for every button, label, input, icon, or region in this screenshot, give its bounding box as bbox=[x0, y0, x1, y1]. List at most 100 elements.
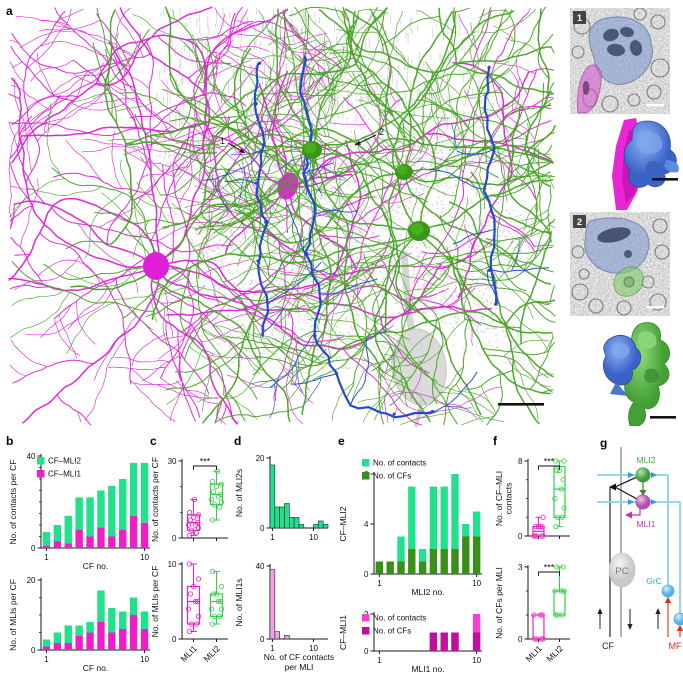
svg-text:10: 10 bbox=[168, 560, 177, 569]
panel-label-f: f bbox=[493, 434, 497, 448]
mitochondrion-large bbox=[597, 227, 631, 243]
svg-text:No. of contacts per CF: No. of contacts per CF bbox=[150, 457, 160, 542]
mli2-organelle bbox=[623, 276, 635, 288]
svg-text:contacts: contacts bbox=[504, 483, 514, 515]
cf-surface-spike bbox=[610, 382, 628, 396]
svg-text:***: *** bbox=[544, 457, 555, 467]
svg-text:1: 1 bbox=[377, 656, 382, 665]
svg-text:30: 30 bbox=[168, 457, 177, 466]
scale-bar-render1 bbox=[652, 178, 678, 181]
inset-number-box bbox=[573, 11, 586, 24]
svg-text:CF no.: CF no. bbox=[83, 663, 109, 673]
panel-label-b: b bbox=[6, 434, 14, 448]
svg-text:20: 20 bbox=[256, 454, 265, 463]
em-inset-2: 2 bbox=[570, 212, 670, 316]
cf-surface-blue bbox=[623, 120, 677, 188]
svg-text:10: 10 bbox=[140, 655, 149, 664]
scale-bar-render2 bbox=[650, 416, 676, 419]
mitochondrion-round bbox=[624, 250, 632, 258]
svg-text:No. of contacts: No. of contacts bbox=[373, 459, 426, 468]
label-grc: GrC bbox=[646, 576, 662, 586]
svg-text:MLI1: MLI1 bbox=[178, 643, 199, 664]
svg-text:CF–MLI1: CF–MLI1 bbox=[338, 615, 348, 650]
svg-text:CF–MLI2: CF–MLI2 bbox=[48, 457, 81, 466]
boxplot-contacts-per-cf: 0 30 No. of contacts per CF *** bbox=[150, 444, 238, 544]
svg-text:MLI1: MLI1 bbox=[523, 643, 544, 664]
svg-text:CF–MLI1: CF–MLI1 bbox=[48, 470, 81, 479]
cf-bouton-blue-overlay bbox=[584, 217, 650, 274]
mli1-soma bbox=[635, 494, 651, 510]
label-mli1: MLI1 bbox=[637, 519, 656, 529]
mli2-soma bbox=[635, 467, 651, 483]
svg-text:0: 0 bbox=[260, 524, 265, 533]
segmentation-render-1 bbox=[612, 118, 679, 210]
grc-soma-2 bbox=[673, 612, 683, 626]
panel-label-a: a bbox=[6, 4, 13, 18]
label-mli2: MLI2 bbox=[637, 455, 656, 465]
svg-text:0: 0 bbox=[172, 635, 177, 644]
svg-text:***: *** bbox=[200, 457, 211, 467]
svg-text:MLI2: MLI2 bbox=[201, 643, 222, 664]
svg-text:20: 20 bbox=[27, 576, 36, 585]
svg-text:1: 1 bbox=[270, 533, 275, 542]
panel-label-g: g bbox=[600, 436, 608, 450]
svg-text:No. of CFs per MLI: No. of CFs per MLI bbox=[494, 567, 504, 639]
svg-text:No. of CF–MLI: No. of CF–MLI bbox=[494, 471, 504, 526]
cf-synapse-arrow bbox=[609, 483, 616, 491]
svg-text:1: 1 bbox=[377, 579, 382, 588]
svg-text:No. of contacts: No. of contacts bbox=[373, 614, 426, 623]
scale-bar-em1 bbox=[646, 104, 664, 107]
svg-text:0: 0 bbox=[172, 534, 177, 543]
label-pc: PC bbox=[615, 566, 628, 577]
mli2-dendrite-green-overlay bbox=[613, 266, 644, 297]
cf-surface-highlight-2 bbox=[612, 343, 630, 359]
svg-text:CF–MLI2: CF–MLI2 bbox=[338, 506, 348, 541]
svg-text:No. of CFs: No. of CFs bbox=[373, 472, 411, 481]
mli1-dendrite-magenta-overlay bbox=[576, 64, 602, 114]
panel-label-e: e bbox=[338, 434, 345, 448]
boxplot-mlis-per-cf: 0 10 No. of MLIs per CF MLI1 MLI2 bbox=[150, 550, 238, 685]
svg-text:No. of CF contacts: No. of CF contacts bbox=[264, 652, 334, 662]
svg-text:No. of MLIs per CF: No. of MLIs per CF bbox=[150, 566, 160, 638]
mitochondria bbox=[603, 26, 643, 57]
svg-text:MLI2 no.: MLI2 no. bbox=[411, 587, 444, 597]
svg-text:per MLI: per MLI bbox=[285, 662, 314, 672]
svg-text:1: 1 bbox=[44, 655, 49, 664]
label-mf: MF bbox=[669, 641, 682, 651]
svg-text:MLI2: MLI2 bbox=[544, 643, 565, 664]
boxplot-cfs-per-mli: 0 3 No. of CFs per MLI MLI1 MLI2 *** bbox=[494, 550, 580, 685]
svg-text:No. of contacts per CF: No. of contacts per CF bbox=[8, 459, 18, 544]
svg-text:No. of MLIs per CF: No. of MLIs per CF bbox=[8, 579, 18, 651]
cf-protrusion bbox=[664, 160, 679, 173]
inset-number-box-2 bbox=[573, 215, 586, 228]
svg-text:0: 0 bbox=[364, 647, 369, 656]
arrow-down-pc bbox=[627, 624, 633, 630]
svg-text:0: 0 bbox=[31, 544, 36, 553]
svg-text:10: 10 bbox=[309, 533, 318, 542]
cf-surface-highlight bbox=[637, 130, 663, 154]
inset-1-number: 1 bbox=[577, 13, 583, 24]
em-membrane-outlines-2 bbox=[571, 218, 670, 316]
svg-text:10: 10 bbox=[472, 656, 481, 665]
histogram-mli1s: 0 40 No. of MLI1s No. of CF contacts per MLI… bbox=[234, 550, 336, 685]
grc-soma-1 bbox=[661, 584, 675, 598]
svg-text:MLI1 no.: MLI1 no. bbox=[411, 664, 444, 674]
chart-contacts-per-cf-stacked: 0 40 No. of contacts per CF CF no. 1 10 CF–MLI… bbox=[8, 444, 156, 576]
chart-mlis-per-cf-stacked: 0 20 No. of MLIs per CF CF no. 1 10 bbox=[8, 572, 156, 684]
mitochondrion-small bbox=[582, 81, 590, 95]
svg-text:***: *** bbox=[544, 563, 555, 573]
mli1-synapse-arrow bbox=[625, 511, 632, 519]
mli2-surface-highlight bbox=[638, 331, 657, 349]
svg-text:0: 0 bbox=[31, 646, 36, 655]
svg-text:2: 2 bbox=[379, 127, 384, 137]
svg-text:40: 40 bbox=[256, 562, 265, 571]
mli2-surface-facet bbox=[644, 368, 660, 383]
svg-text:1: 1 bbox=[44, 553, 49, 562]
segmentation-render-2 bbox=[603, 322, 676, 426]
svg-text:CF no.: CF no. bbox=[83, 561, 109, 571]
svg-text:0: 0 bbox=[518, 635, 523, 644]
svg-text:10: 10 bbox=[472, 579, 481, 588]
svg-text:10: 10 bbox=[309, 644, 318, 653]
em-inset-1: 1 bbox=[570, 8, 670, 114]
